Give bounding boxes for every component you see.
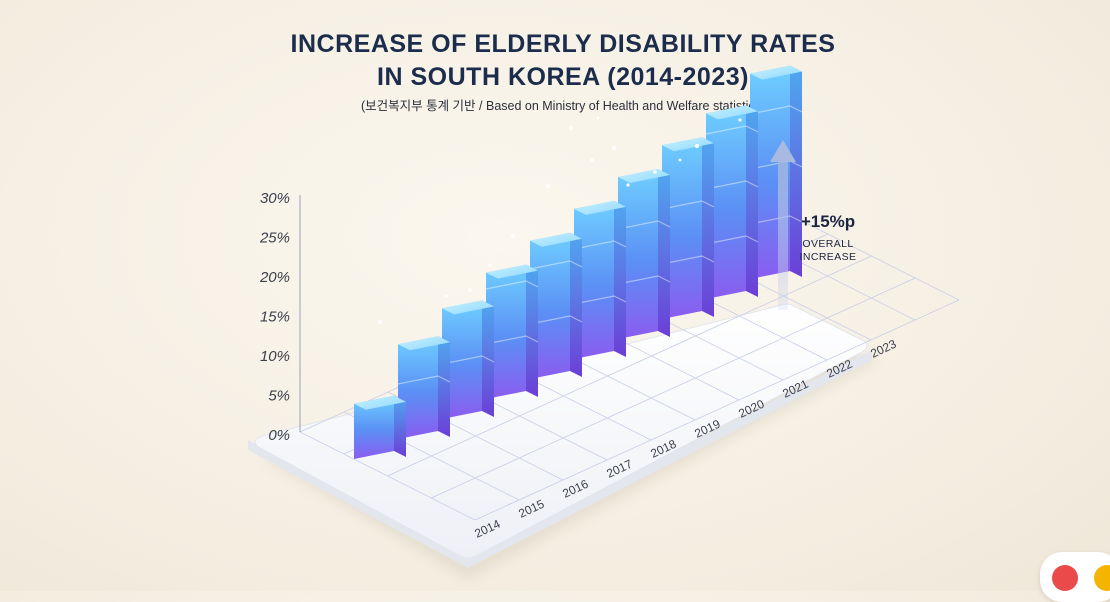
chart-title: INCREASE OF ELDERLY DISABILITY RATES IN … <box>0 28 1110 94</box>
grid-line <box>387 255 872 477</box>
bar-top <box>398 336 450 351</box>
grid-line <box>431 277 916 499</box>
bar-2022 <box>705 105 759 299</box>
bar-segment <box>441 355 495 365</box>
increase-arrow <box>770 140 796 310</box>
y-tick-label: 10% <box>260 348 290 365</box>
bar-top <box>618 169 670 184</box>
bar-side <box>658 169 670 337</box>
bar-segment <box>529 260 583 270</box>
bar-2021 <box>661 137 715 319</box>
bar-2017 <box>485 264 539 399</box>
bar-segment <box>749 215 803 225</box>
bar-front <box>354 395 394 459</box>
bar-side <box>394 395 406 457</box>
bar-segment <box>661 255 715 265</box>
bar-front <box>618 169 658 339</box>
bar-front <box>530 232 570 379</box>
bar-top <box>706 105 758 120</box>
x-tick-label: 2023 <box>868 337 898 361</box>
bar-front <box>486 264 526 399</box>
bar-segment <box>573 240 627 250</box>
y-tick-label: 30% <box>260 190 290 207</box>
y-tick-label: 0% <box>268 427 290 444</box>
bar-front <box>706 105 746 299</box>
increase-label-line1: OVERALL <box>802 238 854 250</box>
bar-segment <box>485 335 539 345</box>
y-tick-label: 15% <box>260 309 290 326</box>
bar-segment <box>749 105 803 115</box>
red-dot-icon[interactable] <box>1052 565 1078 591</box>
bar-top <box>354 395 406 410</box>
bar-side <box>438 336 450 437</box>
bar-top <box>442 300 494 315</box>
bar-side <box>570 232 582 377</box>
chart-title-line2: IN SOUTH KOREA (2014-2023) <box>377 63 749 91</box>
bar-front <box>398 336 438 439</box>
bar-2015 <box>397 336 451 439</box>
bar-segment <box>529 315 583 325</box>
bar-2020 <box>617 169 671 339</box>
bar-segment <box>485 280 539 290</box>
bar-segment <box>705 235 759 245</box>
bar-2019 <box>573 200 627 359</box>
bar-front <box>574 200 614 359</box>
bar-side <box>614 200 626 357</box>
bar-segment <box>661 200 715 210</box>
increase-value: +15%p <box>800 212 856 231</box>
bar-top <box>530 232 582 247</box>
bar-side <box>526 264 538 397</box>
bar-top <box>662 137 714 152</box>
bar-segment <box>397 375 451 385</box>
yellow-dot-icon[interactable] <box>1094 565 1110 591</box>
y-tick-label: 20% <box>259 269 290 286</box>
bar-segment <box>705 125 759 135</box>
increase-label-line2: INCREASE <box>799 251 857 263</box>
bar-segment <box>617 220 671 230</box>
bar-side <box>702 137 714 317</box>
bar-2018 <box>529 232 583 379</box>
bar-top <box>750 65 802 80</box>
bar-top <box>574 200 626 215</box>
y-tick-label: 5% <box>268 388 290 405</box>
bar-2014 <box>354 395 406 459</box>
y-tick-labels: 0% 5% 10% 15% 20% 25% 30% <box>259 190 290 444</box>
bar-segment <box>705 180 759 190</box>
bar-segment <box>573 295 627 305</box>
bar-front <box>662 137 702 319</box>
bar-side <box>482 300 494 417</box>
overall-increase-annotation: +15%p OVERALL INCREASE <box>778 212 878 264</box>
bar-segment <box>617 275 671 285</box>
platform-top <box>254 303 868 559</box>
corner-widget[interactable] <box>1040 552 1110 602</box>
bar-side <box>790 65 802 277</box>
grid-line <box>474 299 960 521</box>
bar-top <box>486 264 538 279</box>
y-tick-label: 25% <box>259 230 290 247</box>
bar-2016 <box>441 300 495 419</box>
sparkles <box>378 116 742 324</box>
chart-subtitle: (보건복지부 통계 기반 / Based on Ministry of Heal… <box>360 99 766 113</box>
bar-front <box>442 300 482 419</box>
bar-side <box>746 105 758 297</box>
chart-title-line1: INCREASE OF ELDERLY DISABILITY RATES <box>290 30 836 58</box>
